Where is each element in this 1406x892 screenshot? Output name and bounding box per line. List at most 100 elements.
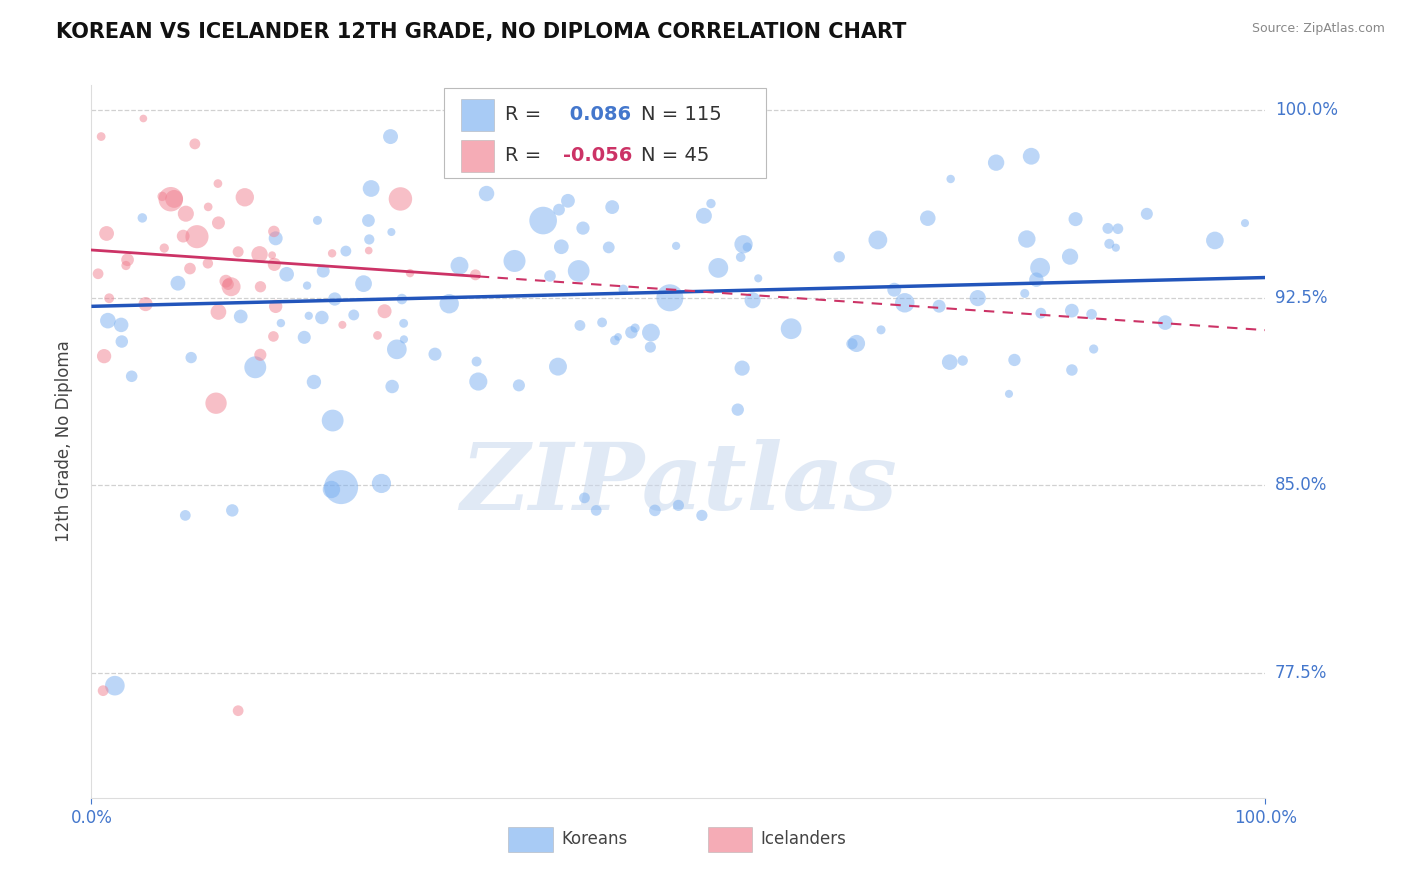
Point bbox=[1083, 342, 1105, 356]
Point bbox=[335, 244, 357, 258]
Point bbox=[484, 145, 506, 160]
Point bbox=[380, 129, 402, 144]
Point bbox=[730, 250, 752, 264]
Point bbox=[359, 232, 381, 246]
Point bbox=[928, 299, 950, 313]
Point bbox=[174, 207, 197, 221]
Text: N = 45: N = 45 bbox=[641, 146, 709, 165]
Point bbox=[90, 129, 112, 144]
Point bbox=[311, 310, 333, 325]
Point bbox=[475, 186, 498, 201]
Point bbox=[87, 267, 110, 281]
Point bbox=[1154, 316, 1177, 330]
Point bbox=[1136, 207, 1159, 221]
Point bbox=[295, 278, 318, 293]
Y-axis label: 12th Grade, No Diploma: 12th Grade, No Diploma bbox=[55, 341, 73, 542]
Point bbox=[111, 334, 134, 349]
Point bbox=[450, 162, 472, 177]
Text: Icelanders: Icelanders bbox=[761, 830, 846, 848]
Point bbox=[97, 313, 120, 327]
Text: 100.0%: 100.0% bbox=[1275, 101, 1339, 119]
Point bbox=[1107, 221, 1129, 235]
Point bbox=[437, 297, 460, 311]
Text: N = 115: N = 115 bbox=[641, 105, 721, 124]
Point bbox=[312, 264, 335, 278]
Point bbox=[184, 136, 207, 151]
Text: Source: ZipAtlas.com: Source: ZipAtlas.com bbox=[1251, 22, 1385, 36]
Point bbox=[603, 334, 626, 348]
Point bbox=[132, 112, 155, 126]
Point bbox=[550, 240, 572, 254]
Point bbox=[508, 378, 530, 392]
Point bbox=[249, 279, 271, 293]
Point bbox=[207, 305, 229, 319]
Point bbox=[640, 340, 662, 354]
Point bbox=[707, 260, 730, 275]
Point bbox=[245, 360, 267, 375]
Point bbox=[217, 277, 239, 292]
Point bbox=[1064, 212, 1087, 227]
Text: ZIPatlas: ZIPatlas bbox=[460, 440, 897, 529]
Point bbox=[1233, 216, 1256, 230]
Point bbox=[174, 508, 197, 523]
Point bbox=[332, 318, 354, 332]
Point bbox=[392, 332, 415, 346]
Point bbox=[624, 321, 647, 335]
Point bbox=[330, 480, 353, 494]
Point bbox=[1015, 232, 1038, 246]
Point bbox=[380, 225, 402, 239]
Point bbox=[172, 229, 194, 244]
Point bbox=[557, 194, 579, 208]
Point bbox=[1014, 286, 1036, 301]
Point bbox=[1098, 236, 1121, 251]
Point bbox=[360, 181, 382, 195]
Point bbox=[98, 291, 121, 305]
Point bbox=[323, 292, 346, 306]
Point bbox=[96, 227, 118, 241]
Point bbox=[381, 379, 404, 393]
Point bbox=[984, 155, 1007, 169]
Point bbox=[727, 402, 749, 417]
Text: 0.086: 0.086 bbox=[564, 105, 631, 124]
Point bbox=[322, 413, 344, 427]
Point bbox=[399, 266, 422, 280]
Point bbox=[1019, 149, 1042, 163]
Text: R =: R = bbox=[505, 105, 547, 124]
Point bbox=[197, 200, 219, 214]
Point bbox=[845, 336, 868, 351]
Point bbox=[263, 224, 285, 238]
Text: KOREAN VS ICELANDER 12TH GRADE, NO DIPLOMA CORRELATION CHART: KOREAN VS ICELANDER 12TH GRADE, NO DIPLO… bbox=[56, 22, 907, 42]
Point bbox=[598, 240, 620, 254]
Point bbox=[180, 351, 202, 365]
Point bbox=[1059, 250, 1081, 264]
Point bbox=[135, 297, 157, 311]
Point bbox=[159, 192, 181, 206]
Text: 85.0%: 85.0% bbox=[1275, 476, 1327, 494]
Point bbox=[389, 192, 412, 206]
Point bbox=[104, 679, 127, 693]
Point bbox=[1060, 363, 1083, 377]
Point bbox=[531, 213, 554, 227]
Point bbox=[219, 279, 242, 293]
Point bbox=[207, 216, 229, 230]
Text: 92.5%: 92.5% bbox=[1275, 289, 1327, 307]
Point bbox=[385, 343, 408, 357]
Point bbox=[302, 375, 325, 389]
Point bbox=[370, 476, 392, 491]
Point bbox=[131, 211, 153, 225]
Point bbox=[233, 190, 256, 204]
Point bbox=[343, 308, 366, 322]
Point bbox=[952, 353, 974, 368]
Point bbox=[893, 295, 915, 310]
Point bbox=[538, 268, 561, 283]
Point bbox=[117, 252, 139, 267]
Bar bbox=[461, 140, 494, 172]
Point bbox=[262, 329, 284, 343]
Point bbox=[392, 316, 415, 330]
Point bbox=[163, 192, 186, 206]
Point bbox=[747, 271, 769, 285]
Point bbox=[226, 704, 249, 718]
Point bbox=[464, 268, 486, 282]
Point bbox=[264, 299, 287, 313]
Point bbox=[449, 259, 471, 273]
